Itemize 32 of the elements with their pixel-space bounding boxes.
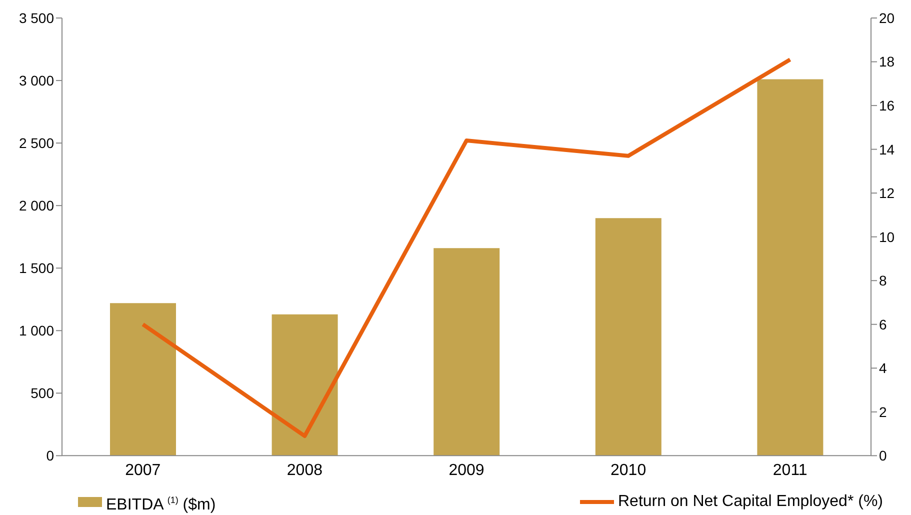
y-tick-label: 2 500 <box>18 135 54 152</box>
y2-tick-label: 14 <box>879 141 895 158</box>
y-tick-label: 3 000 <box>18 72 54 88</box>
y-tick-label: 2 000 <box>18 198 54 214</box>
y2-tick-label: 8 <box>879 272 887 289</box>
line-series <box>140 58 792 438</box>
bar <box>434 248 500 456</box>
x-tick-label: 2007 <box>125 462 161 480</box>
y2-tick-label: 6 <box>879 316 887 332</box>
y-tick-label: 0 <box>46 448 54 464</box>
bar <box>757 79 824 456</box>
legend-label: EBITDA $^{(1)}$ ($m) <box>106 494 216 513</box>
y2-tick-label: 0 <box>879 448 887 464</box>
x-tick-label: 2011 <box>772 462 808 480</box>
y-tick-label: 500 <box>30 385 54 402</box>
bar <box>595 218 662 456</box>
x-tick-label: 2009 <box>448 462 484 480</box>
y2-tick-label: 18 <box>879 54 895 70</box>
y-tick-label: 1 500 <box>18 260 54 276</box>
x-tick-label: 2010 <box>610 462 646 480</box>
y2-tick-label: 12 <box>879 185 895 202</box>
bar <box>272 314 338 456</box>
legend-label: Return on Net Capital Employed* (%) <box>618 493 883 510</box>
y2-tick-label: 4 <box>879 360 887 376</box>
x-tick-label: 2008 <box>286 462 323 480</box>
y-tick-label: 3 500 <box>18 10 54 26</box>
y-tick-label: 1 000 <box>18 322 54 339</box>
y2-tick-label: 2 <box>879 404 887 420</box>
y2-tick-label: 20 <box>879 10 895 26</box>
y2-tick-label: 16 <box>879 98 895 114</box>
y2-tick-label: 10 <box>879 228 895 245</box>
bar <box>110 303 176 456</box>
